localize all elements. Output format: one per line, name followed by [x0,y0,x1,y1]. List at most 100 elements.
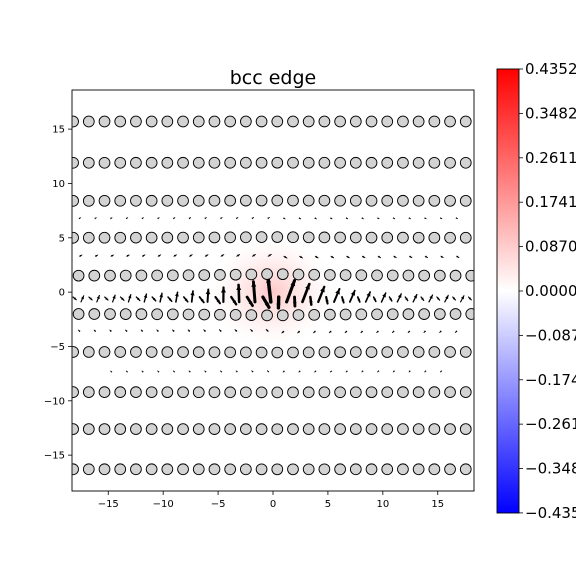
atom [397,231,409,244]
atom [318,386,331,399]
displacement-arrow [344,330,348,334]
atom [208,386,221,399]
colorbar-tick-label: −0.435 [525,504,576,522]
displacement-arrow [182,296,189,303]
atom [292,309,305,321]
displacement-arrow [455,217,458,220]
displacement-arrow [172,329,175,333]
atom [381,463,394,476]
displacement-arrow [328,330,332,334]
atom [386,308,399,321]
atom [459,386,472,398]
atom [271,115,284,128]
atom [365,346,378,358]
atom [318,231,331,244]
atom [114,194,127,207]
atom [240,423,252,435]
displacement-arrow [345,217,349,220]
displacement-arrow [309,295,313,306]
displacement-arrow [444,294,449,303]
atom [177,115,189,128]
atom [465,269,474,282]
atom [240,386,252,399]
atom [459,463,472,476]
atom [82,194,95,207]
y-tick-label: −15 [44,451,65,462]
atom [98,231,111,244]
atom [287,463,299,476]
colorbar-tick-label: 0.3482 [525,104,576,122]
atom [72,463,79,476]
displacement-arrow [420,296,425,301]
atom [177,156,189,169]
displacement-arrow [341,296,345,304]
atom [402,269,415,282]
atom [82,156,95,169]
atom [318,194,331,207]
atom [224,463,237,476]
colorbar-tick-label: 0.1741 [525,193,576,211]
field-glow [202,232,342,352]
atom [224,194,237,207]
atom [151,269,163,282]
atom [177,346,189,358]
displacement-arrow [230,295,238,306]
displacement-arrow [79,254,83,257]
x-axis: −15 −10 −5 0 5 10 15 [98,491,444,510]
atom [240,115,252,128]
displacement-arrow [109,329,112,333]
displacement-arrow [329,370,333,373]
displacement-arrow [251,370,254,373]
displacement-arrow [408,217,411,220]
plot-area [72,115,474,476]
atom [412,231,425,244]
y-axis: 15 10 5 0 −5 −10 −15 [44,125,72,462]
chart-title: bcc edge [230,67,317,89]
atom [130,386,142,399]
atom [302,156,315,169]
displacement-arrow [112,294,116,303]
atom [255,346,268,359]
atom [287,386,299,399]
atom [145,194,158,207]
atom [444,156,456,169]
x-tick-label: 5 [325,499,331,510]
displacement-arrow [156,329,159,333]
atom [224,423,237,435]
displacement-arrow [467,296,472,301]
displacement-arrow [428,294,434,303]
atom [271,463,284,476]
displacement-arrow [314,217,317,220]
displacement-arrow [135,296,141,302]
atom [82,423,95,435]
displacement-arrow [276,295,281,310]
displacement-arrow [282,217,286,220]
displacement-arrow [329,217,333,220]
displacement-arrow [460,295,465,303]
atom [381,423,394,435]
atom [412,386,425,398]
displacement-arrow [234,329,238,332]
atom [365,156,378,169]
displacement-arrow [423,330,427,333]
y-tick-label: −10 [44,396,65,407]
atom [208,194,221,207]
atom [208,423,221,435]
atom [302,115,315,128]
atom [334,231,346,244]
atom [459,231,472,244]
displacement-arrow [173,254,177,257]
atom [302,386,315,399]
atom [412,156,425,169]
atom [397,346,409,358]
atom [349,194,362,207]
atom [444,463,456,476]
atom [302,423,315,435]
displacement-arrow [188,217,192,220]
displacement-arrows [72,217,472,373]
displacement-arrow [267,370,270,373]
displacement-arrow [440,370,443,373]
displacement-arrow [172,217,176,220]
displacement-arrow [220,286,226,304]
displacement-arrow [204,254,209,257]
